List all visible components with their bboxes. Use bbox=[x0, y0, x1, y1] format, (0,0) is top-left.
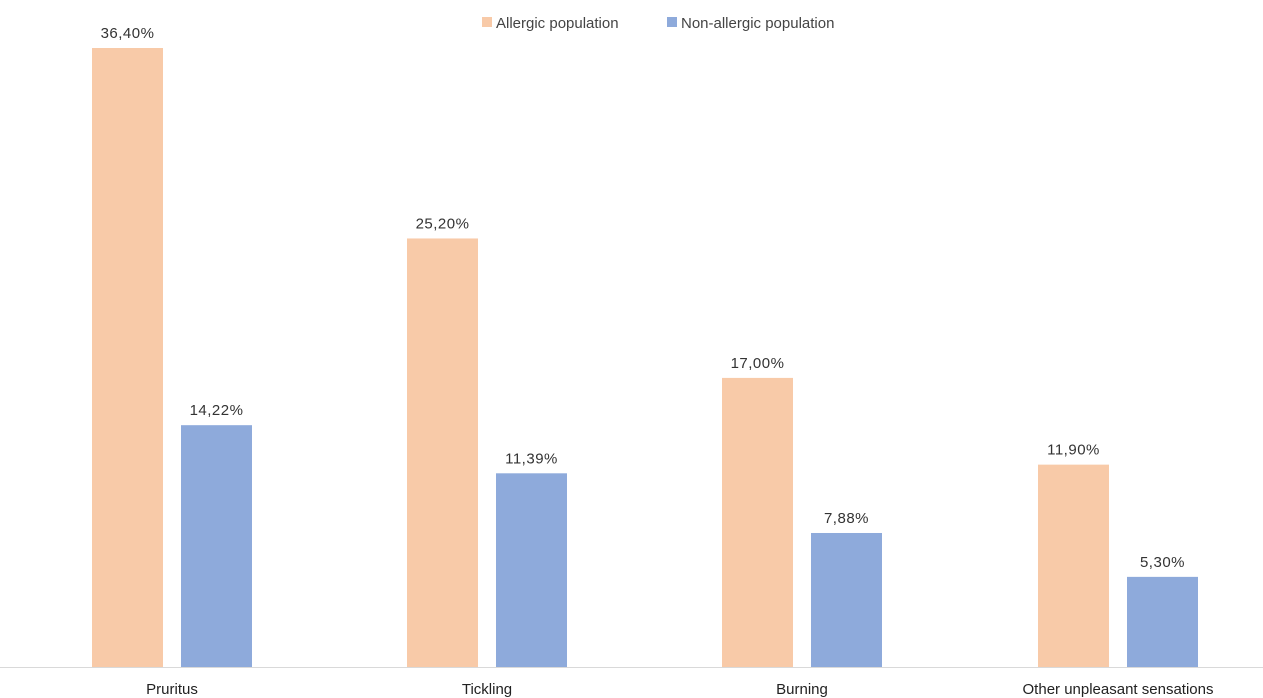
bar-allergic-population-burning bbox=[722, 377, 793, 667]
legend-swatch-non-allergic bbox=[667, 17, 677, 27]
data-label-allergic-population-tickling: 25,20% bbox=[416, 215, 470, 232]
data-label-non-allergic-population-other-unpleasant-sensations: 5,30% bbox=[1140, 554, 1185, 571]
bar-non-allergic-population-burning bbox=[811, 532, 882, 667]
bars-group bbox=[92, 48, 1198, 667]
data-labels-group: 36,40% 25,20% 17,00% 11,90% 14,22% 11,39% 7,88… bbox=[101, 25, 1185, 571]
data-label-allergic-population-pruritus: 36,40% bbox=[101, 25, 155, 42]
legend-label-non-allergic: Non-allergic population bbox=[681, 15, 834, 32]
data-label-allergic-population-other-unpleasant-sensations: 11,90% bbox=[1047, 442, 1100, 459]
bar-non-allergic-population-other-unpleasant-sensations bbox=[1127, 576, 1198, 667]
bar-allergic-population-tickling bbox=[407, 238, 478, 667]
data-label-non-allergic-population-burning: 7,88% bbox=[824, 510, 869, 527]
category-labels-group: Pruritus Tickling Burning Other unpleasant … bbox=[146, 681, 1213, 698]
data-label-non-allergic-population-tickling: 11,39% bbox=[505, 450, 558, 467]
category-label-other-unpleasant-sensations: Other unpleasant sensations bbox=[1023, 681, 1214, 698]
category-label-tickling: Tickling bbox=[462, 681, 512, 698]
data-label-allergic-population-burning: 17,00% bbox=[731, 355, 785, 372]
legend: Allergic population Non-allergic populat… bbox=[482, 15, 834, 32]
bar-allergic-population-other-unpleasant-sensations bbox=[1038, 464, 1109, 667]
data-label-non-allergic-population-pruritus: 14,22% bbox=[190, 402, 244, 419]
bar-allergic-population-pruritus bbox=[92, 48, 163, 667]
bar-non-allergic-population-tickling bbox=[496, 473, 567, 667]
category-label-pruritus: Pruritus bbox=[146, 681, 198, 698]
legend-swatch-allergic bbox=[482, 17, 492, 27]
category-label-burning: Burning bbox=[776, 681, 828, 698]
legend-label-allergic: Allergic population bbox=[496, 15, 619, 32]
bar-non-allergic-population-pruritus bbox=[181, 425, 252, 667]
